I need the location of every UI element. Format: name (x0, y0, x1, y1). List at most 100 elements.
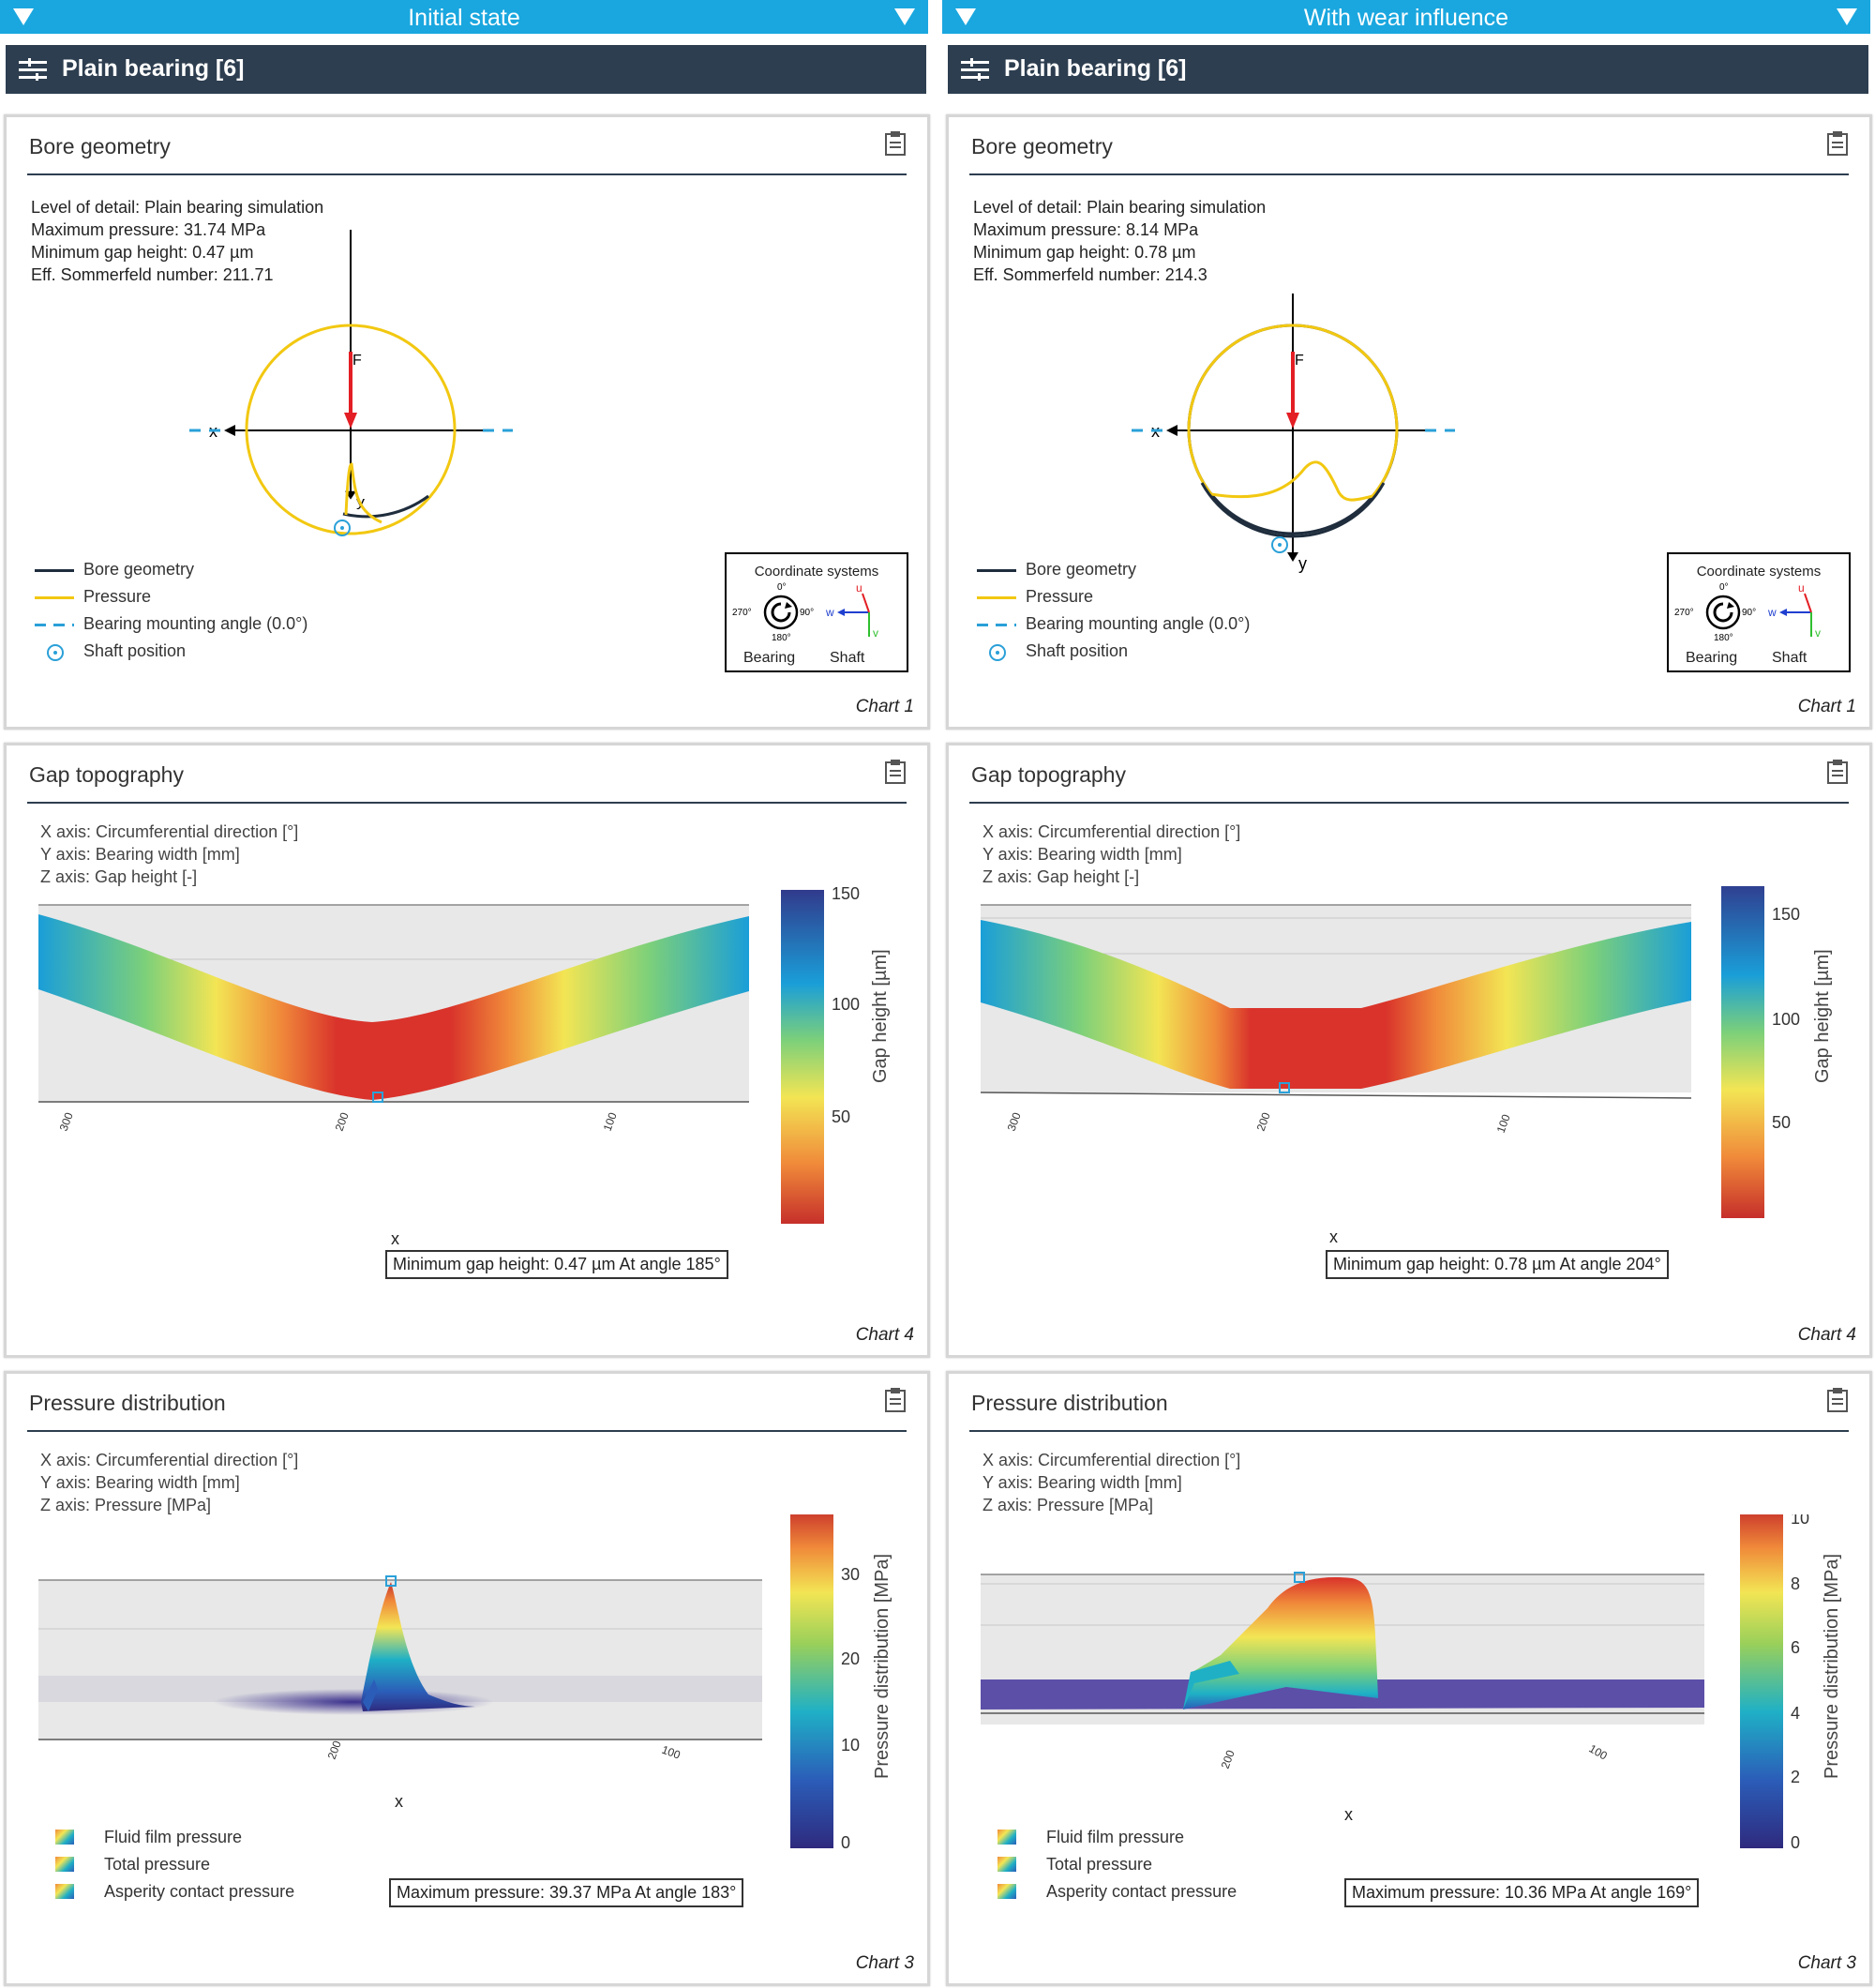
x-axis-title: x (391, 1229, 399, 1248)
bore-geometry-panel: Bore geometry Level of detail: Plain bea… (4, 114, 930, 730)
gap-surface (38, 914, 749, 1100)
colorbar (790, 1514, 833, 1848)
shaft-label: Shaft (1772, 650, 1808, 666)
force-label: F (1295, 353, 1304, 369)
title-divider (969, 802, 1849, 804)
bore-circle (245, 324, 457, 535)
chart-number: Chart 4 (855, 1325, 914, 1345)
colorbar-tick: 4 (1791, 1704, 1800, 1723)
triangle-down-icon[interactable] (894, 8, 915, 25)
x-tick: 100 (660, 1743, 682, 1762)
pressure-distribution-panel: Pressure distribution X axis: Circumfere… (946, 1371, 1872, 1986)
y-axis-arrow (1287, 552, 1298, 562)
component-title: Plain bearing [6] (62, 55, 245, 82)
clipboard-icon[interactable] (884, 130, 907, 157)
min-gap-marker (1279, 1082, 1290, 1093)
coordinate-systems-box: Coordinate systems 0° 270° 90° 180° w u … (725, 552, 908, 672)
panel-title: Bore geometry (29, 134, 171, 158)
info-line: X axis: Circumferential direction [°] (40, 822, 299, 841)
colorbar-title: Gap height [µm] (1812, 949, 1833, 1083)
v-axis-label: v (1815, 626, 1821, 640)
clipboard-icon[interactable] (1826, 1387, 1849, 1413)
info-line: Maximum pressure: 8.14 MPa (973, 220, 1199, 239)
colorbar-tick: 0 (1791, 1833, 1800, 1852)
triangle-down-icon[interactable] (1837, 8, 1857, 25)
pressure-info: X axis: Circumferential direction [°] Y … (40, 1449, 298, 1516)
triangle-down-icon[interactable] (13, 8, 34, 25)
x-axis-title: x (1344, 1805, 1353, 1824)
coordinate-systems-box: Coordinate systems 0° 270° 90° 180° w u … (1667, 552, 1851, 672)
bore-chart: x y F (1132, 294, 1455, 573)
colorbar-tick: 150 (832, 886, 860, 903)
triangle-down-icon[interactable] (955, 8, 976, 25)
max-pressure-marker (385, 1575, 397, 1587)
component-header[interactable]: Plain bearing [6] (6, 45, 926, 94)
pressure-footprint (213, 1689, 494, 1715)
colorbar-tick: 150 (1772, 905, 1800, 924)
title-divider (27, 802, 907, 804)
panel-title: Pressure distribution (29, 1391, 226, 1415)
u-axis-line (862, 593, 870, 613)
force-arrowhead (344, 413, 357, 429)
info-line: X axis: Circumferential direction [°] (40, 1451, 299, 1469)
deg180-label: 180° (1714, 633, 1733, 642)
state-bar[interactable]: Initial state (0, 0, 928, 34)
gap-topography-panel: Gap topography X axis: Circumferential d… (4, 743, 930, 1358)
u-axis-label: u (856, 581, 862, 595)
x-tick: 300 (57, 1110, 76, 1133)
chart-number: Chart 1 (1797, 697, 1856, 716)
deg270-label: 270° (732, 608, 752, 618)
y-axis-label: y (1298, 554, 1307, 573)
menu-lines-icon[interactable] (19, 58, 47, 81)
bore-chart: x y F (189, 230, 513, 536)
component-title: Plain bearing [6] (1004, 55, 1187, 82)
min-gap-annotation: Minimum gap height: 0.78 µm At angle 204… (1326, 1250, 1669, 1279)
colorbar-tick: 10 (841, 1736, 860, 1755)
info-line: Minimum gap height: 0.47 µm (31, 243, 254, 262)
deg180-label: 180° (772, 633, 791, 642)
state-title: With wear influence (1303, 5, 1509, 31)
pressure-hump (1183, 1577, 1378, 1709)
chart-number: Chart 3 (1797, 1953, 1856, 1973)
clipboard-icon[interactable] (884, 1387, 907, 1413)
x-tick: 100 (601, 1110, 620, 1133)
pressure-distribution-panel: Pressure distribution X axis: Circumfere… (4, 1371, 930, 1986)
info-line: Y axis: Bearing width [mm] (40, 1473, 240, 1492)
info-line: Z axis: Gap height [-] (40, 867, 198, 886)
info-line: Eff. Sommerfeld number: 211.71 (31, 265, 274, 284)
panel-title: Gap topography (29, 762, 184, 787)
clipboard-icon[interactable] (1826, 130, 1849, 157)
title-divider (969, 173, 1849, 175)
x-axis-arrow (1166, 425, 1178, 436)
x-tick: 200 (325, 1739, 344, 1761)
title-divider (27, 1430, 907, 1432)
clipboard-icon[interactable] (884, 759, 907, 785)
menu-lines-icon[interactable] (961, 58, 989, 81)
bearing-label: Bearing (743, 650, 796, 666)
shaft-position-icon (989, 644, 1006, 661)
chart-number: Chart 3 (855, 1953, 914, 1973)
pressure-curve (1187, 324, 1399, 502)
coordinate-diagram: 0° 270° 90° 180° w u v (732, 581, 878, 642)
clipboard-icon[interactable] (1826, 759, 1849, 785)
x-tick-labels: 300 200 100 (57, 1110, 620, 1133)
v-axis-label: v (873, 626, 878, 640)
shaft-position-marker (1271, 536, 1288, 553)
title-divider (969, 1430, 1849, 1432)
x-tick: 300 (1005, 1110, 1024, 1133)
colorbar-title: Pressure distribution [MPa] (1822, 1554, 1842, 1779)
component-header[interactable]: Plain bearing [6] (948, 45, 1868, 94)
x-tick: 200 (1219, 1748, 1238, 1770)
shaft-label: Shaft (830, 650, 865, 666)
min-gap-annotation: Minimum gap height: 0.47 µm At angle 185… (385, 1250, 728, 1279)
gap-surface (981, 920, 1691, 1089)
panel-title: Bore geometry (971, 134, 1113, 158)
chart-number: Chart 1 (855, 697, 914, 716)
pressure-surface-chart: 200 100 10 8 6 4 2 0 Pressure distributi… (981, 1514, 1842, 1852)
pressure-info: X axis: Circumferential direction [°] Y … (982, 1449, 1240, 1516)
state-bar[interactable]: With wear influence (942, 0, 1870, 34)
gap-surface-chart: 300 200 100 150 100 50 Gap height [µm] (38, 886, 891, 1224)
max-pressure-annotation: Maximum pressure: 39.37 MPa At angle 183… (389, 1878, 744, 1907)
x-tick: 100 (1587, 1741, 1611, 1762)
info-line: Z axis: Pressure [MPa] (40, 1496, 212, 1514)
